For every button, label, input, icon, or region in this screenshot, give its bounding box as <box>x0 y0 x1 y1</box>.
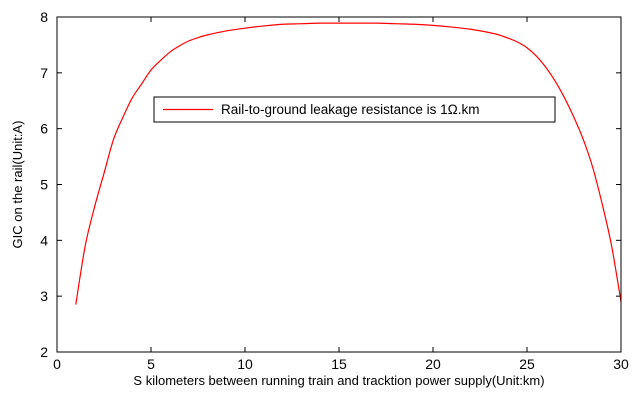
x-tick-label: 0 <box>53 356 61 372</box>
series-line <box>75 22 622 305</box>
x-axis-label: S kilometers between running train and t… <box>133 373 544 388</box>
legend-box <box>153 96 556 123</box>
y-tick-label: 3 <box>40 288 48 304</box>
plot-frame <box>56 16 622 353</box>
y-tick-label: 6 <box>40 121 48 137</box>
legend: Rail-to-ground leakage resistance is 1Ω.… <box>153 96 556 123</box>
y-tick-label: 5 <box>40 177 48 193</box>
x-tick-label: 5 <box>147 356 155 372</box>
y-tick-label: 8 <box>40 9 48 25</box>
x-tick-label: 15 <box>331 356 347 372</box>
x-tick-label: 10 <box>237 356 253 372</box>
x-tick-label: 20 <box>425 356 441 372</box>
x-tick-label: 25 <box>519 356 535 372</box>
y-axis-label: GIC on the rail(Unit:A) <box>10 121 25 249</box>
y-tick-label: 7 <box>40 65 48 81</box>
y-tick-label: 4 <box>40 232 48 248</box>
x-tick-label: 30 <box>613 356 629 372</box>
legend-label: Rail-to-ground leakage resistance is 1Ω.… <box>221 102 479 117</box>
plot-area <box>57 17 621 352</box>
y-tick-label: 2 <box>40 344 48 360</box>
y-axis-ticks: 2 3 4 5 6 7 8 <box>40 9 621 360</box>
